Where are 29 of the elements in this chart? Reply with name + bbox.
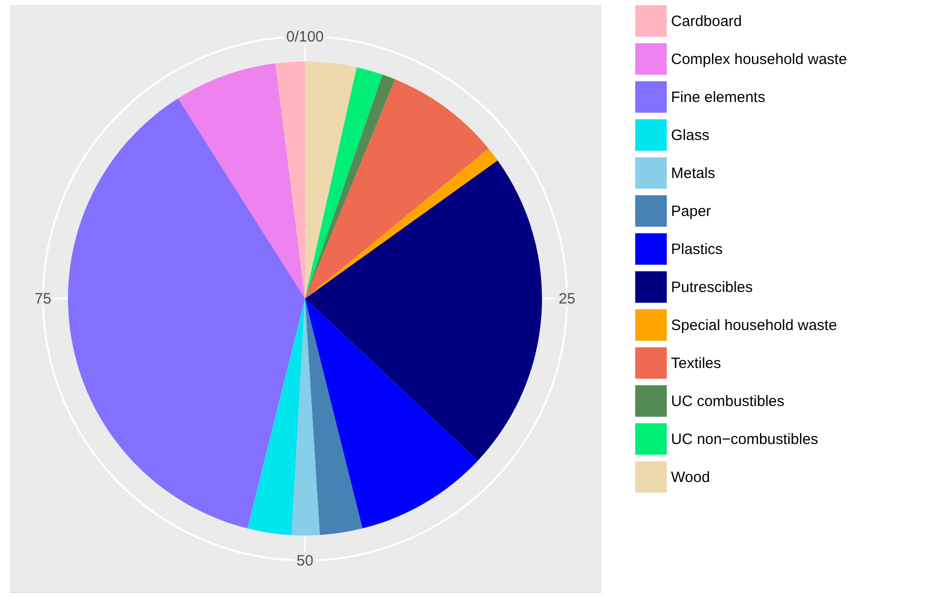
legend-label: Special household waste: [671, 317, 837, 334]
pie-slice: [305, 148, 498, 298]
legend-label: UC combustibles: [671, 393, 784, 410]
pie-slice: [305, 160, 542, 461]
pie-slice: [178, 63, 305, 298]
legend-label: Textiles: [671, 355, 722, 372]
text: 25: [558, 290, 576, 308]
legend-label: Paper: [671, 203, 712, 220]
legend-label: Fine elements: [671, 89, 766, 106]
pie-slice: [68, 98, 305, 528]
pie-slice: [248, 298, 305, 536]
pie-slice: [305, 298, 478, 528]
pie-slice: [305, 62, 357, 298]
legend-label: Putrescibles: [671, 279, 753, 296]
pie-slice: [305, 74, 396, 298]
legend-label: Wood: [671, 469, 710, 486]
pie-slice: [275, 62, 305, 298]
pie-slice: [305, 67, 382, 298]
legend-label: Cardboard: [671, 13, 742, 30]
legend-label: Glass: [671, 127, 710, 144]
text: 75: [34, 290, 52, 308]
text: 50: [296, 552, 314, 570]
legend-label: Plastics: [671, 241, 723, 258]
legend-label: UC non−combustibles: [671, 431, 818, 448]
pie-slice: [305, 79, 489, 298]
pie-slice: [305, 298, 362, 536]
legend-label: Complex household waste: [671, 51, 847, 68]
text: 0/100: [286, 28, 324, 46]
legend-label: Metals: [671, 165, 716, 182]
